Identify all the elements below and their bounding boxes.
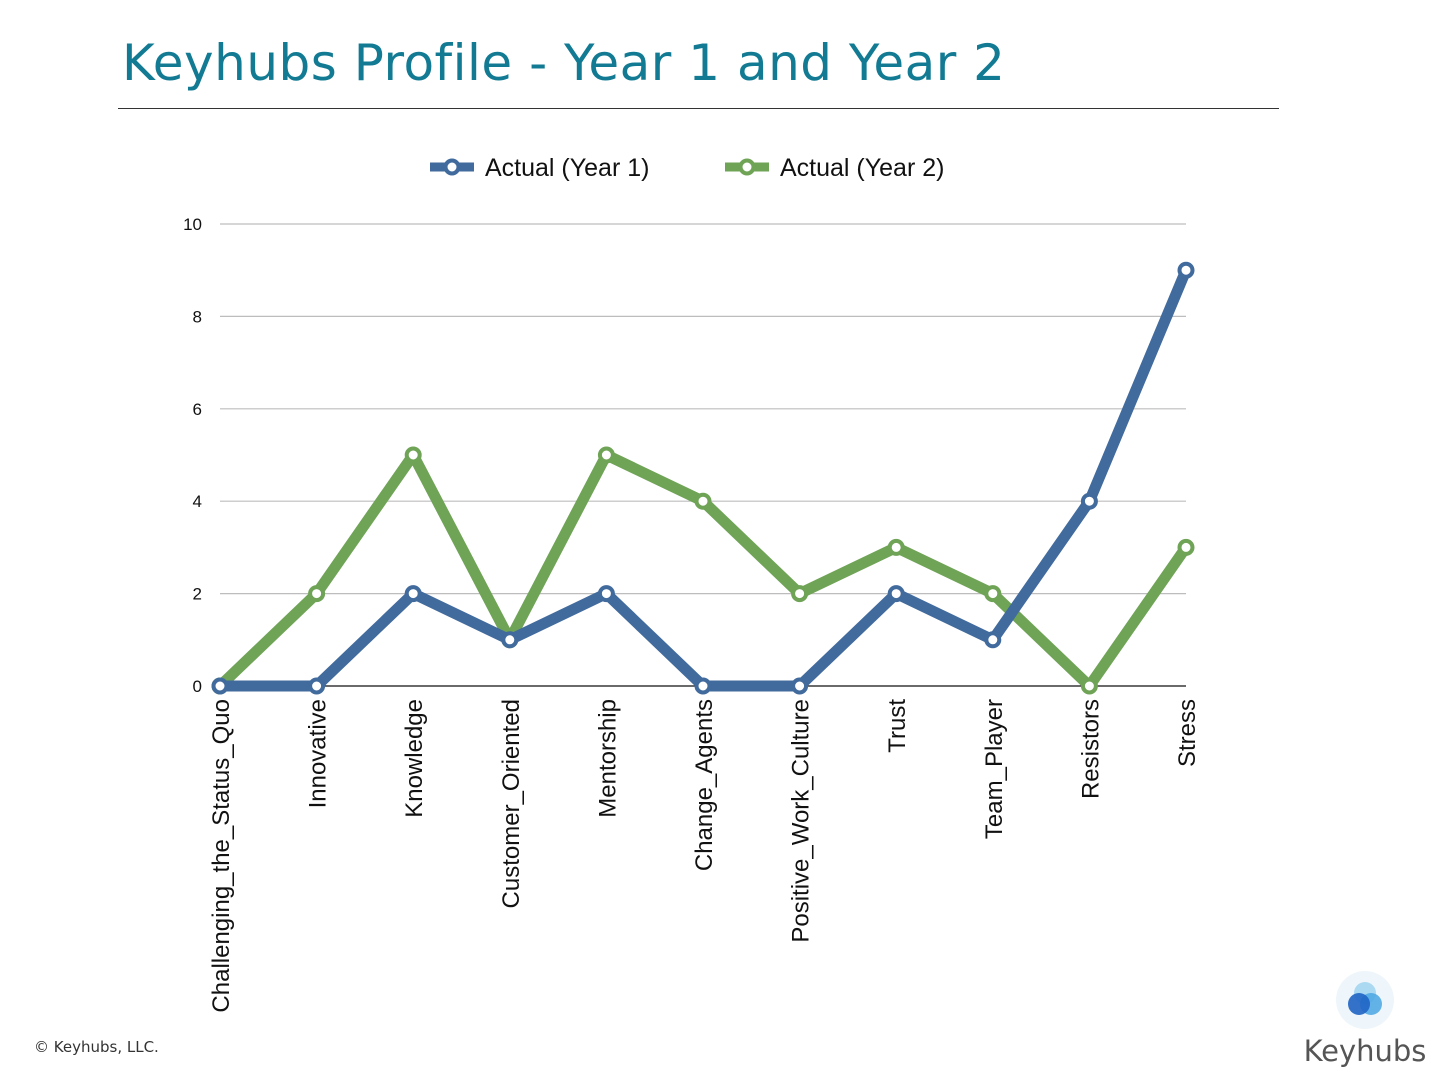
- y-tick-label: 0: [193, 677, 202, 696]
- legend-label: Actual (Year 2): [780, 154, 944, 182]
- x-tick-label: Trust: [884, 699, 911, 753]
- x-tick-label: Stress: [1174, 699, 1201, 767]
- data-point: [694, 677, 712, 695]
- series-line: [214, 264, 1192, 692]
- data-point: [887, 538, 905, 556]
- data-point: [597, 446, 615, 464]
- data-point: [308, 585, 326, 603]
- data-point: [501, 631, 519, 649]
- data-point: [694, 492, 712, 510]
- x-tick-label: Team_Player: [981, 699, 1008, 839]
- data-point: [1080, 492, 1098, 510]
- data-point: [404, 446, 422, 464]
- data-point: [984, 585, 1002, 603]
- legend-item: Actual (Year 2): [725, 154, 944, 182]
- x-tick-label: Mentorship: [594, 699, 621, 818]
- x-tick-label: Knowledge: [401, 699, 428, 818]
- chart-legend: Actual (Year 1) Actual (Year 2): [430, 154, 944, 182]
- legend-label: Actual (Year 1): [485, 154, 649, 182]
- series-lines: [211, 261, 1195, 695]
- page-title: Keyhubs Profile - Year 1 and Year 2: [122, 34, 1006, 92]
- data-point: [308, 677, 326, 695]
- x-tick-label: Innovative: [305, 699, 332, 808]
- x-tick-label: Resistors: [1077, 699, 1104, 799]
- data-point: [887, 585, 905, 603]
- x-tick-label: Customer_Oriented: [498, 699, 525, 908]
- x-tick-label: Positive_Work_Culture: [788, 699, 815, 943]
- keyhubs-logo: Keyhubs: [1300, 968, 1440, 1080]
- data-point: [791, 677, 809, 695]
- legend-marker: [443, 158, 461, 176]
- copyright-text: © Keyhubs, LLC.: [34, 1038, 159, 1056]
- data-point: [984, 631, 1002, 649]
- y-tick-label: 4: [193, 492, 202, 511]
- y-tick-label: 6: [193, 400, 202, 419]
- data-point: [1177, 261, 1195, 279]
- y-tick-label: 2: [193, 585, 202, 604]
- legend-marker: [738, 158, 756, 176]
- keyhubs-logo-icon: [1336, 971, 1394, 1029]
- data-point: [1080, 677, 1098, 695]
- legend-item: Actual (Year 1): [430, 154, 649, 182]
- y-axis-ticks: 0 2 4 6 8 10: [183, 215, 202, 696]
- title-divider: [118, 108, 1279, 109]
- data-point: [1177, 538, 1195, 556]
- y-tick-label: 10: [183, 215, 202, 234]
- y-tick-label: 8: [193, 307, 202, 326]
- series-1: [211, 261, 1195, 695]
- data-point: [404, 585, 422, 603]
- x-axis-ticks: Challenging_the_Status_Quo Innovative Know…: [208, 699, 1201, 1013]
- data-point: [597, 585, 615, 603]
- grid-lines: [220, 223, 1186, 687]
- data-point: [211, 677, 229, 695]
- logo-wordmark: Keyhubs: [1303, 1034, 1427, 1068]
- data-point: [791, 585, 809, 603]
- x-tick-label: Change_Agents: [691, 699, 718, 871]
- x-tick-label: Challenging_the_Status_Quo: [208, 699, 235, 1013]
